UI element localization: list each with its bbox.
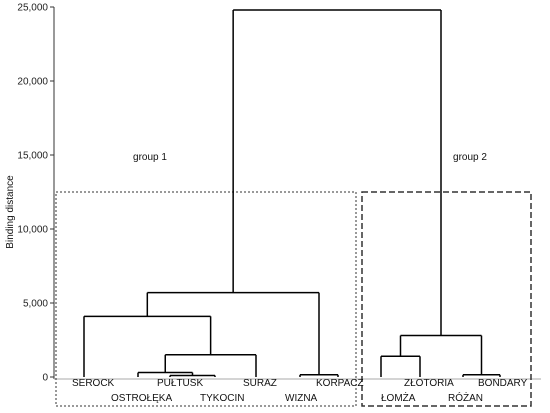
leaf-label: TYKOCIN	[200, 393, 244, 404]
leaf-label: PUŁTUSK	[157, 378, 203, 389]
group-boxes: group 1 group 2	[55, 152, 532, 407]
leaf-labels: SEROCK OSTROŁĘKA PUŁTUSK TYKOCIN SURAZ WIZNA K…	[72, 378, 528, 404]
y-tick-label: 20,000	[17, 77, 48, 88]
group-label: group 1	[133, 152, 167, 163]
leaf-label: ZŁOTORIA	[404, 378, 454, 389]
y-tick-label: 10,000	[17, 225, 48, 236]
leaf-label: RÓŻAN	[448, 391, 483, 404]
y-tick-label: 25,000	[17, 3, 48, 14]
leaf-label: BONDARY	[478, 378, 528, 389]
y-axis: 0 5,000 10,000 15,000 20,000 25,000	[17, 3, 541, 384]
leaf-label: OSTROŁĘKA	[111, 393, 172, 404]
y-tick-label: 5,000	[23, 299, 48, 310]
group-box	[361, 191, 532, 407]
group-label: group 2	[453, 152, 487, 163]
leaf-label: SEROCK	[72, 378, 115, 389]
dendrogram-branches	[83, 9, 501, 377]
leaf-label: SURAZ	[243, 378, 277, 389]
y-tick-label: 15,000	[17, 151, 48, 162]
leaf-label: WIZNA	[285, 393, 318, 404]
y-tick-label: 0	[42, 373, 48, 384]
group-box	[55, 191, 357, 407]
leaf-label: KORPACZ	[316, 378, 364, 389]
y-axis-title: Binding distance	[5, 175, 16, 249]
leaf-label: ŁOMŻA	[381, 391, 416, 404]
